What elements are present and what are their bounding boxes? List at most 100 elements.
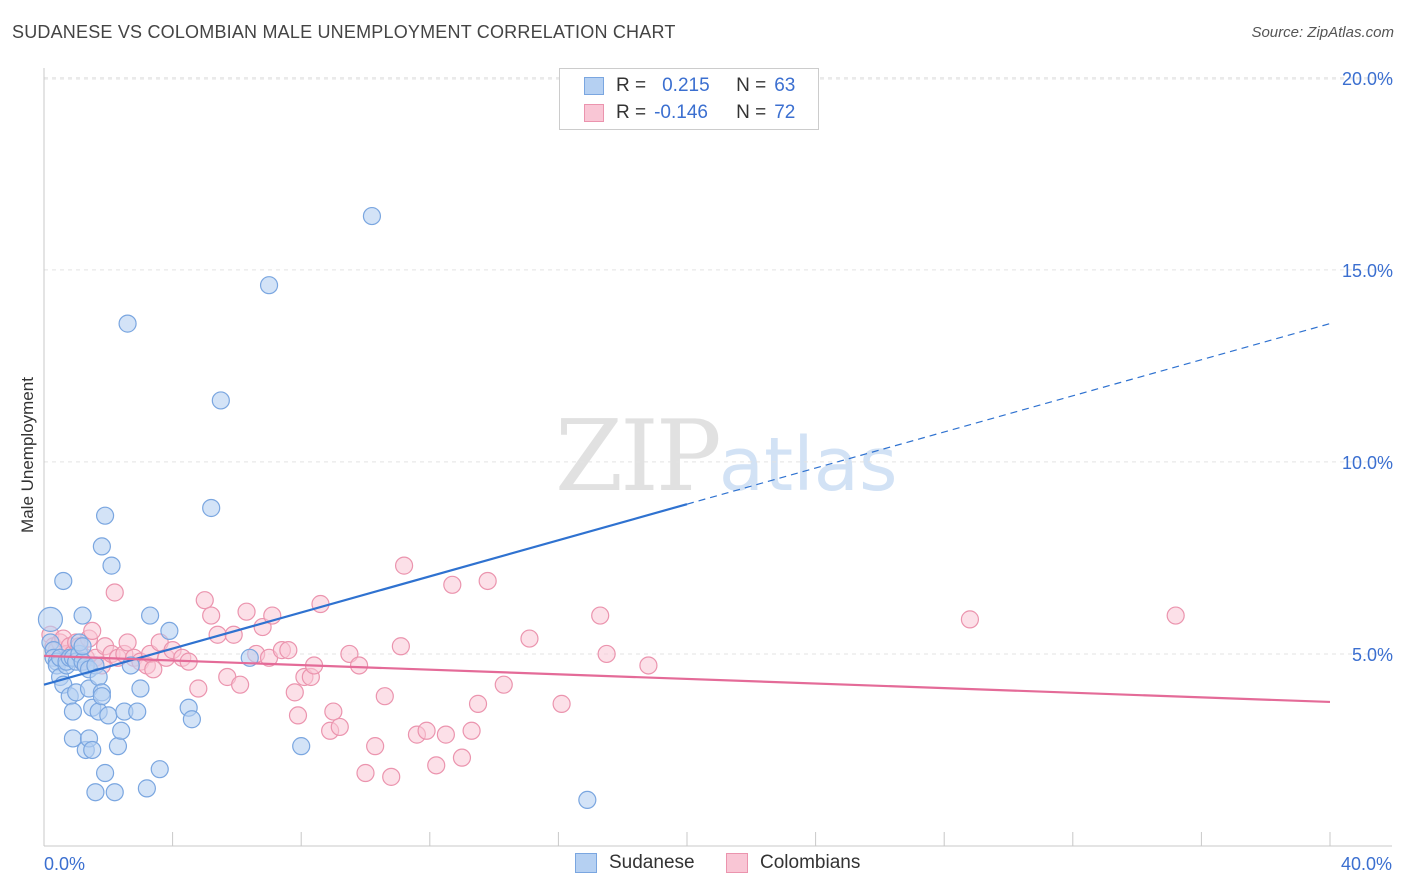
source-label: Source: ZipAtlas.com	[1251, 24, 1394, 41]
legend-r-label: R =	[616, 75, 647, 96]
colombian-point	[237, 602, 256, 621]
watermark-atlas: atlas	[718, 422, 898, 508]
colombian-point	[375, 687, 394, 706]
sudanese-points	[37, 206, 597, 810]
sudanese-point	[92, 687, 111, 706]
y-tick-label: 15.0%	[1342, 261, 1393, 281]
legend-item-sudanese[interactable]: Sudanese	[575, 852, 695, 874]
trend-lines	[43, 323, 1331, 704]
sudanese-trend-line	[43, 503, 688, 686]
legend-r-label: R =	[616, 102, 647, 123]
colombian-point	[366, 737, 385, 756]
colombian-point	[330, 717, 349, 737]
watermark: ZIPatlas	[555, 400, 898, 514]
sudanese-point	[108, 737, 128, 756]
sudanese-point	[259, 276, 279, 295]
legend-item-colombians[interactable]: Colombians	[726, 852, 860, 874]
colombian-point	[285, 683, 304, 702]
colombian-point	[83, 621, 102, 641]
colombian-point	[356, 763, 375, 783]
colombian-point	[288, 706, 308, 725]
legend-row-colombian: R = -0.146 N = 72	[584, 101, 795, 125]
chart-title: SUDANESE VS COLOMBIAN MALE UNEMPLOYMENT …	[12, 22, 676, 42]
tick-labels: 5.0% 10.0% 15.0% 20.0% 0.0% 40.0%	[44, 69, 1393, 874]
sudanese-swatch	[575, 853, 597, 873]
sudanese-point	[86, 783, 105, 802]
colombian-point	[494, 675, 513, 694]
sudanese-point	[202, 498, 221, 518]
y-tick-label: 5.0%	[1352, 645, 1393, 665]
sudanese-point	[131, 679, 150, 698]
sudanese-point	[92, 537, 111, 556]
sudanese-point	[95, 763, 115, 783]
legend-n-value: 63	[774, 75, 796, 96]
x-tick-label: 40.0%	[1341, 854, 1392, 874]
sudanese-point	[150, 760, 169, 779]
legend-r-value: 0.215	[662, 75, 710, 96]
colombian-point	[391, 637, 410, 656]
colombian-point	[468, 694, 488, 713]
colombian-point	[427, 756, 446, 775]
colombian-point	[436, 725, 455, 744]
y-tick-label: 20.0%	[1342, 69, 1393, 89]
colombian-swatch	[584, 104, 604, 122]
sudanese-trend-extension	[686, 323, 1331, 505]
watermark-zip: ZIP	[555, 400, 722, 514]
colombian-point	[202, 606, 221, 625]
colombian-point	[279, 641, 298, 660]
colombian-point	[311, 594, 330, 614]
sudanese-point	[73, 637, 92, 656]
colombian-point	[443, 575, 462, 594]
legend-label-sudanese: Sudanese	[609, 852, 695, 873]
colombian-point	[478, 571, 497, 591]
series-legend: Sudanese Colombians	[0, 852, 1406, 876]
legend-n-value: 72	[774, 102, 796, 123]
colombian-point	[189, 679, 208, 698]
legend-label-colombians: Colombians	[760, 852, 861, 873]
sudanese-point	[112, 721, 131, 740]
colombian-point	[324, 702, 343, 721]
colombian-point	[462, 721, 481, 740]
y-tick-label: 10.0%	[1342, 453, 1393, 473]
legend-r-value: -0.146	[654, 102, 708, 123]
sudanese-point	[83, 740, 102, 760]
sudanese-point	[105, 783, 124, 802]
colombian-point	[417, 721, 436, 740]
sudanese-point	[362, 206, 382, 226]
sudanese-point	[160, 621, 179, 641]
colombian-point	[349, 656, 369, 675]
sudanese-point	[211, 391, 230, 410]
colombian-point	[597, 644, 616, 664]
sudanese-point	[102, 556, 121, 575]
sudanese-point	[182, 710, 201, 729]
colombian-swatch	[726, 853, 748, 873]
sudanese-point	[54, 571, 73, 591]
legend-n-label: N =	[736, 75, 767, 96]
colombian-point	[394, 556, 414, 575]
grid-lines	[44, 77, 1392, 655]
colombian-point	[639, 656, 658, 675]
sudanese-point	[128, 702, 147, 721]
correlation-legend: R = 0.215 N = 63 R = -0.146 N = 72	[559, 68, 819, 130]
colombian-point	[231, 675, 250, 694]
colombian-point	[118, 633, 137, 652]
x-tick-label: 0.0%	[44, 854, 85, 874]
colombian-point	[520, 629, 539, 648]
sudanese-point	[37, 606, 64, 632]
sudanese-point	[292, 737, 311, 756]
sudanese-point	[63, 702, 83, 721]
colombian-point	[382, 767, 401, 786]
sudanese-point	[99, 706, 118, 725]
colombian-point	[452, 748, 472, 767]
legend-row-sudanese: R = 0.215 N = 63	[584, 74, 795, 98]
colombian-point	[960, 610, 980, 629]
colombian-point	[1166, 606, 1185, 625]
sudanese-swatch	[584, 77, 604, 95]
colombian-points	[41, 556, 1185, 786]
sudanese-point	[95, 506, 115, 525]
colombian-point	[552, 694, 571, 713]
legend-n-label: N =	[736, 102, 767, 123]
colombian-point	[105, 583, 124, 602]
sudanese-point	[118, 314, 137, 333]
